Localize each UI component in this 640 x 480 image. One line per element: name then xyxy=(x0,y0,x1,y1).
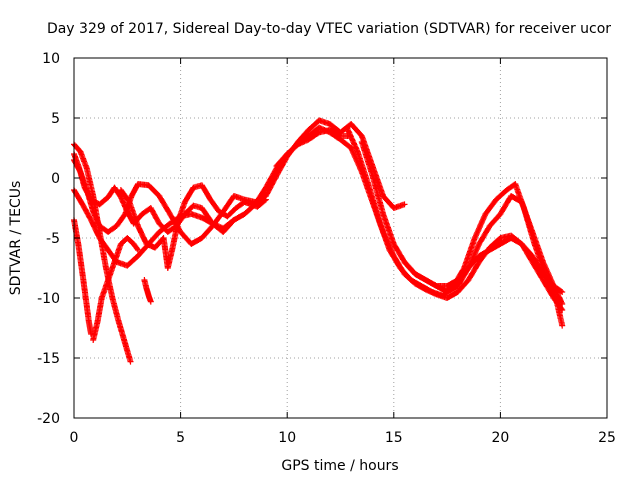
point-markers xyxy=(141,277,154,305)
point-markers xyxy=(273,127,352,169)
series-track-3 xyxy=(71,117,408,247)
y-tick-label: -20 xyxy=(37,411,60,427)
y-tick-label: 10 xyxy=(42,51,60,67)
y-tick-label: -15 xyxy=(37,351,60,367)
series-track-11 xyxy=(273,127,352,169)
x-tick-label: 25 xyxy=(598,430,616,446)
x-tick-label: 5 xyxy=(176,430,185,446)
y-axis-label: SDTVAR / TECUs xyxy=(8,181,24,296)
series-track-5 xyxy=(90,235,141,343)
y-tick-label: 0 xyxy=(51,171,60,187)
x-tick-label: 10 xyxy=(278,430,296,446)
axis-ticks xyxy=(73,57,608,419)
series-track-12 xyxy=(401,235,566,307)
x-tick-labels: 0 5 10 15 20 25 xyxy=(70,430,616,446)
y-tick-labels: -20 -15 -10 -5 0 5 10 xyxy=(37,51,60,427)
point-markers xyxy=(90,235,141,343)
point-markers xyxy=(71,117,408,247)
y-tick-label: -10 xyxy=(37,291,60,307)
x-tick-label: 0 xyxy=(70,430,79,446)
series-track-8 xyxy=(141,277,154,305)
data-marks xyxy=(71,117,566,365)
y-tick-label: 5 xyxy=(51,111,60,127)
x-axis-label: GPS time / hours xyxy=(281,458,398,474)
point-markers xyxy=(401,235,566,307)
chart-title: Day 329 of 2017, Sidereal Day-to-day VTE… xyxy=(47,21,611,37)
point-markers xyxy=(117,182,269,271)
x-tick-label: 20 xyxy=(491,430,509,446)
series-track-7 xyxy=(117,182,269,271)
y-tick-label: -5 xyxy=(46,231,60,247)
x-tick-label: 15 xyxy=(385,430,403,446)
